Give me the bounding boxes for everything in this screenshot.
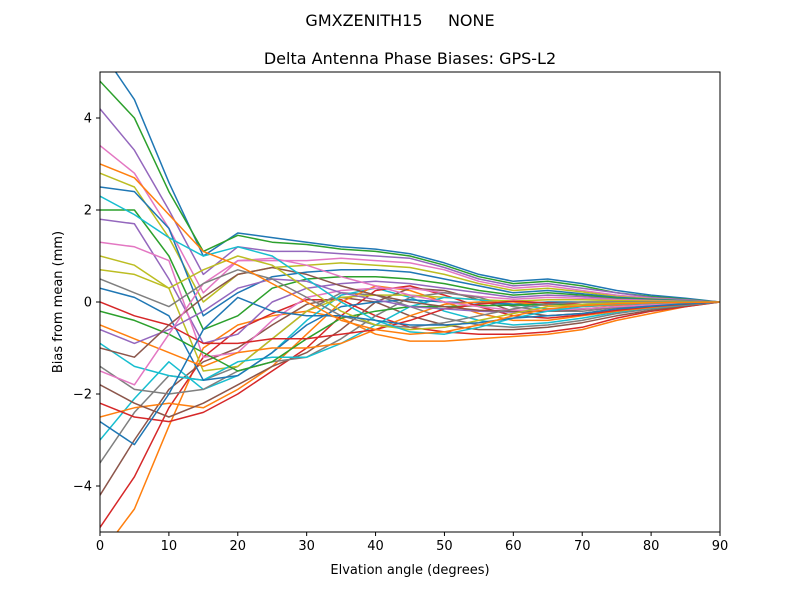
- x-tick-label: 20: [230, 539, 247, 554]
- x-tick-label: 0: [96, 539, 104, 554]
- series-line-28: [100, 269, 720, 329]
- chart-title: Delta Antenna Phase Biases: GPS-L2: [264, 49, 556, 68]
- y-axis-ticks: −4 −2 0 2 4: [73, 112, 100, 495]
- x-axis-ticks: 0 10 20 30 40 50 60 70 80 90: [96, 532, 728, 554]
- series-line-7: [100, 145, 720, 303]
- x-tick-label: 50: [436, 539, 453, 554]
- series-line-31: [100, 296, 720, 446]
- x-tick-label: 80: [643, 539, 660, 554]
- series-line-2: [116, 301, 720, 532]
- x-tick-label: 10: [161, 539, 178, 554]
- y-tick-label: 0: [84, 296, 92, 311]
- series-line-32: [100, 163, 720, 335]
- y-tick-label: 4: [84, 112, 92, 127]
- series-line-29: [100, 255, 720, 331]
- series-lines-group: [100, 72, 720, 532]
- x-tick-label: 30: [298, 539, 315, 554]
- x-axis-label: Elvation angle (degrees): [330, 563, 489, 578]
- y-axis-label: Bias from mean (mm): [51, 231, 66, 373]
- series-line-11: [100, 186, 720, 317]
- y-tick-label: −2: [73, 388, 92, 403]
- y-tick-label: 2: [84, 204, 92, 219]
- x-tick-label: 70: [574, 539, 591, 554]
- y-tick-label: −4: [73, 480, 92, 495]
- x-tick-label: 90: [712, 539, 729, 554]
- series-line-22: [100, 301, 720, 368]
- x-tick-label: 60: [505, 539, 522, 554]
- series-line-18: [100, 292, 720, 395]
- series-line-5: [100, 108, 720, 303]
- series-line-17: [100, 241, 720, 358]
- series-line-14: [100, 285, 720, 423]
- x-tick-label: 40: [367, 539, 384, 554]
- series-line-9: [100, 172, 720, 303]
- figure-suptitle: GMXZENITH15 NONE: [305, 11, 494, 30]
- series-line-12: [100, 285, 720, 418]
